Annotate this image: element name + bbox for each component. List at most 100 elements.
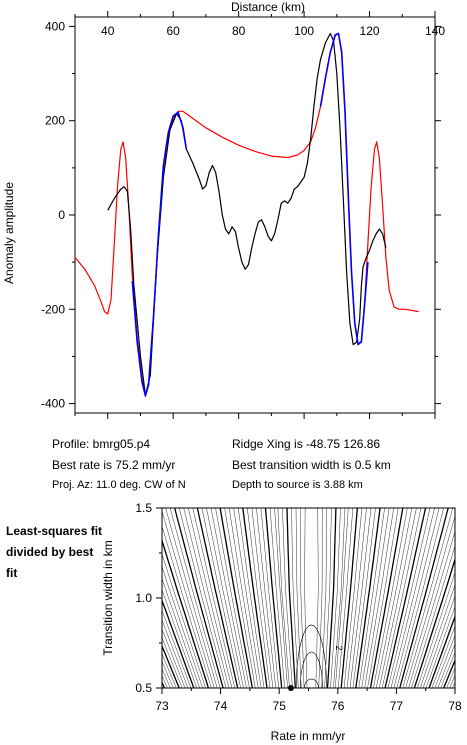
y-tick-label: -200	[41, 302, 65, 316]
contour-line-right	[330, 508, 341, 688]
projection-azimuth: Proj. Az: 11.0 deg. CW of N	[52, 479, 186, 491]
contour-line-right	[402, 508, 453, 688]
contour-line-right	[399, 508, 449, 688]
contour-line-left	[178, 508, 227, 688]
contour-line-left	[162, 553, 206, 688]
model-anomaly-line	[74, 32, 419, 398]
contour-line-right	[369, 508, 404, 688]
contour-line-left	[237, 508, 265, 688]
contour-line-left	[304, 508, 308, 688]
contour-line-right	[361, 508, 390, 688]
y-tick-label: 200	[45, 114, 65, 128]
contour-line-right	[373, 508, 408, 688]
contour-line-right	[428, 614, 455, 688]
fit-segment-left-line	[131, 111, 188, 397]
x-tick-label: 73	[155, 699, 169, 713]
contour-line-left	[162, 637, 183, 688]
x-tick-label: 100	[294, 24, 314, 38]
contour-line-left	[162, 538, 210, 688]
contour-line-right	[393, 508, 440, 688]
contour-line-left	[183, 508, 230, 688]
x-tick-label: 80	[232, 24, 246, 38]
contour-line-left	[201, 508, 241, 688]
profile-y-axis-label: Anomaly amplitude	[2, 182, 16, 284]
y-tick-label: 0	[58, 208, 65, 222]
contour-line-left	[269, 508, 285, 688]
contour-line-left	[162, 510, 215, 688]
contour-line-right	[384, 508, 427, 688]
contour-line-left	[228, 508, 259, 688]
contour-line-left	[251, 508, 274, 688]
depth-to-source: Depth to source is 3.88 km	[232, 479, 363, 491]
contour-line-right	[417, 571, 455, 688]
profile-name: Profile: bmrg05.p4	[52, 437, 151, 451]
x-tick-label: 74	[214, 699, 228, 713]
misfit-side-label: Least-squares fit divided by best fit	[6, 524, 103, 580]
contour-line-left	[165, 508, 218, 688]
misfit-x-axis: 73 74 75 76 77 78	[155, 688, 462, 713]
contour-line-right	[367, 508, 399, 688]
x-tick-label: 40	[101, 24, 115, 38]
contour-line-inner	[295, 624, 327, 688]
contour-line-right	[318, 508, 323, 688]
fit-segment-right-line	[319, 32, 369, 346]
contour-line-left	[188, 508, 233, 688]
misfit-contour-chart: 73 74 75 76 77 78 0.5 1.0 1.5 Rate in mm/yr Tra…	[101, 501, 467, 743]
contour-line-right	[461, 508, 467, 688]
contour-line-right	[405, 515, 455, 688]
misfit-y-axis: 0.5 1.0 1.5	[135, 501, 162, 695]
contour-line-inner	[304, 678, 319, 688]
contour-line-right	[343, 508, 363, 688]
x-tick-label: 140	[425, 24, 445, 38]
x-tick-label: 60	[167, 24, 181, 38]
contour-line-right	[434, 634, 455, 688]
contour-line-right	[346, 508, 367, 688]
contour-line-left	[162, 644, 180, 688]
contour-line-left	[295, 508, 302, 688]
best-transition-width: Best transition width is 0.5 km	[232, 458, 391, 472]
y-tick-label: 1.5	[135, 501, 152, 515]
contour-line-left	[256, 508, 277, 688]
contour-line-right	[355, 508, 381, 688]
contour-line-left	[210, 508, 247, 688]
misfit-contours	[162, 508, 467, 688]
profile-series	[74, 32, 419, 398]
contour-line-left	[162, 577, 200, 688]
contour-line-left	[224, 508, 256, 688]
contour-line-left	[162, 598, 195, 688]
contour-line-right	[408, 530, 455, 688]
contour-line-left	[192, 508, 236, 688]
contour-line-left	[247, 508, 271, 688]
contour-line-right	[358, 508, 385, 688]
contour-line-left	[162, 619, 189, 688]
best-rate: Best rate is 75.2 mm/yr	[52, 458, 176, 472]
contour-line-left	[169, 508, 221, 688]
contour-line-right	[315, 508, 319, 688]
contour-line-left	[291, 508, 299, 688]
misfit-x-axis-label: Rate in mm/yr	[271, 729, 346, 743]
contour-line-left	[215, 508, 250, 688]
x-tick-label: 75	[273, 699, 287, 713]
contour-line-right	[440, 651, 455, 688]
contour-line-right	[390, 508, 435, 688]
contour-line-left	[162, 628, 186, 688]
y-tick-label: 0.5	[135, 681, 152, 695]
contour-line-right	[420, 583, 455, 688]
contour-line-left	[277, 508, 290, 688]
contour-line-left	[242, 508, 268, 688]
contour-line-left	[274, 508, 288, 688]
contour-line-right	[364, 508, 394, 688]
x-tick-label: 120	[360, 24, 380, 38]
contour-line-left	[282, 508, 293, 688]
profile-x-axis: 40 60 80 100 120 140	[74, 11, 445, 419]
contour-label: 2	[334, 645, 344, 650]
contour-line-right	[422, 595, 455, 688]
x-tick-label: 76	[331, 699, 345, 713]
contour-line-left	[196, 508, 239, 688]
contour-line-right	[379, 508, 417, 688]
contour-line-left	[174, 508, 224, 688]
contour-line-right	[337, 508, 354, 688]
contour-line-left	[300, 508, 305, 688]
contour-line-right	[321, 508, 328, 688]
profile-chart: 40 60 80 100 120 140 -400 -200 0 200 400 Distance…	[2, 0, 445, 419]
